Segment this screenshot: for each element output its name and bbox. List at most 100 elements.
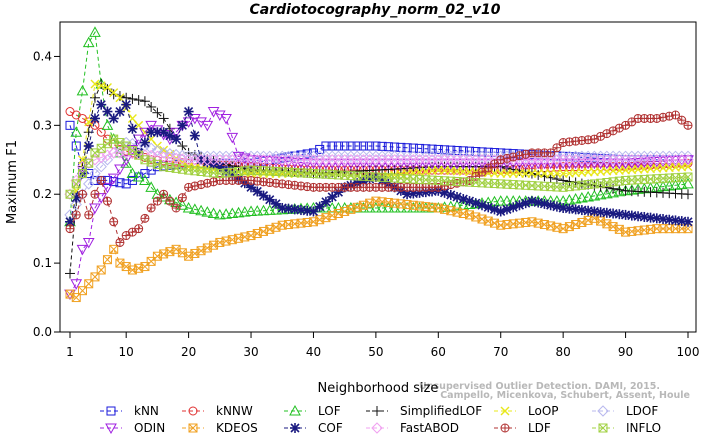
- data-point: [327, 141, 337, 151]
- data-point: [65, 268, 75, 279]
- data-point: [64, 188, 76, 200]
- data-point: [401, 158, 413, 170]
- data-point: [433, 144, 443, 154]
- data-point: [632, 158, 644, 169]
- data-point: [265, 224, 275, 234]
- x-tick-label: 90: [618, 345, 633, 359]
- data-point: [552, 162, 562, 172]
- data-point: [321, 213, 331, 223]
- legend-item-ldof: LDOF: [592, 404, 658, 418]
- legend-label: COF: [318, 421, 343, 434]
- data-point: [432, 158, 445, 170]
- legend: kNN kNNW LOF SimplifiedLOF LoOP LDOF ODIN KDEOS…: [100, 404, 661, 434]
- data-point: [558, 224, 568, 234]
- data-point: [544, 158, 557, 170]
- legend-label: LDOF: [626, 404, 658, 418]
- data-point: [307, 158, 320, 170]
- data-point: [683, 189, 693, 200]
- y-tick-label: 0.0: [33, 325, 52, 339]
- data-point: [415, 143, 425, 153]
- data-point: [557, 158, 570, 170]
- data-point: [607, 186, 619, 198]
- data-point: [257, 204, 270, 216]
- y-tick-label: 0.4: [33, 49, 52, 63]
- data-point: [682, 177, 694, 189]
- data-point: [589, 134, 599, 144]
- data-point: [376, 158, 388, 170]
- data-point: [607, 158, 619, 170]
- data-point: [139, 140, 151, 152]
- series-line: [69, 125, 688, 185]
- data-point: [363, 158, 376, 170]
- data-point: [589, 153, 599, 163]
- data-point: [315, 215, 325, 225]
- data-point: [577, 162, 587, 172]
- data-point: [71, 210, 81, 220]
- legend-label: kNNW: [216, 404, 253, 418]
- data-point: [139, 174, 151, 185]
- data-point: [264, 194, 275, 205]
- legend-marker: [500, 406, 510, 416]
- data-point: [271, 222, 281, 232]
- data-point: [483, 216, 493, 226]
- data-point: [571, 220, 581, 230]
- data-point: [151, 144, 164, 157]
- legend-item-simplifiedlof: SimplifiedLOF: [366, 404, 482, 418]
- data-point: [246, 231, 256, 241]
- data-point: [220, 208, 232, 219]
- data-point: [134, 263, 144, 273]
- data-point: [145, 142, 157, 155]
- series-layer: [64, 26, 694, 303]
- data-point: [89, 26, 101, 37]
- data-point: [614, 123, 624, 133]
- data-point: [546, 162, 556, 172]
- data-point: [469, 158, 482, 170]
- data-point: [326, 158, 339, 170]
- data-point: [295, 158, 307, 169]
- data-point: [65, 189, 75, 199]
- data-point: [358, 141, 368, 151]
- x-tick-label: 10: [119, 345, 134, 359]
- legend-label: LoOP: [528, 404, 559, 418]
- data-point: [457, 158, 470, 170]
- data-point: [140, 213, 150, 223]
- data-point: [677, 115, 687, 125]
- data-point: [551, 174, 562, 185]
- data-point: [188, 113, 201, 125]
- data-point: [327, 191, 338, 202]
- data-point: [451, 158, 463, 170]
- data-point: [421, 144, 431, 154]
- x-tick-label: 100: [677, 345, 700, 359]
- legend-marker: [105, 423, 117, 434]
- data-point: [207, 207, 220, 219]
- data-point: [365, 141, 375, 151]
- watermark-line-1: Campello, Micenkova, Schubert, Assent, H…: [440, 390, 690, 401]
- data-point: [351, 158, 364, 170]
- data-point: [171, 134, 182, 145]
- data-point: [65, 224, 75, 234]
- data-point: [127, 93, 138, 104]
- chart-title: Cardiotocography_norm_02_v10: [250, 2, 501, 18]
- data-point: [270, 204, 282, 215]
- data-point: [101, 182, 114, 194]
- data-point: [245, 205, 257, 216]
- data-point: [121, 99, 132, 110]
- data-point: [115, 237, 125, 247]
- data-point: [120, 155, 133, 166]
- data-point: [583, 162, 593, 172]
- data-point: [440, 145, 450, 155]
- legend-label: INFLO: [626, 421, 661, 434]
- data-point: [213, 208, 226, 220]
- data-point: [671, 110, 681, 120]
- data-point: [102, 196, 112, 206]
- data-point: [159, 189, 169, 199]
- data-point: [333, 209, 343, 219]
- data-point: [139, 96, 150, 107]
- data-point: [271, 198, 281, 209]
- data-point: [195, 204, 207, 216]
- series-fastabod: [64, 147, 694, 200]
- legend-label: KDEOS: [216, 421, 258, 434]
- data-point: [252, 186, 263, 197]
- legend-marker: [371, 422, 383, 434]
